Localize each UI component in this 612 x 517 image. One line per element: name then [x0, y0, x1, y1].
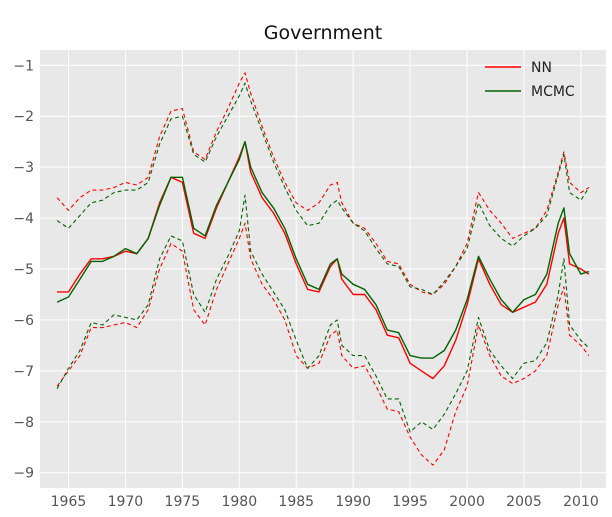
chart-title: Government	[264, 22, 383, 44]
legend-label-mcmc: MCMC	[531, 84, 575, 100]
y-tick-label--8: −8	[13, 415, 34, 431]
y-tick-label--7: −7	[13, 364, 34, 380]
tick-labels: 1965 1970 1975 1980 1985 1990 1995 2000 2005 2010…	[13, 58, 598, 510]
x-tick-label-1975: 1975	[165, 494, 201, 510]
x-tick-label-2000: 2000	[449, 494, 485, 510]
y-tick-label--2: −2	[13, 109, 34, 125]
x-tick-label-1970: 1970	[108, 494, 144, 510]
x-tick-label-2010: 2010	[563, 494, 599, 510]
series-mcmc-mean	[56, 140, 590, 359]
series-lines	[56, 72, 590, 466]
x-tick-label-1985: 1985	[278, 494, 314, 510]
series-mcmc-lower	[56, 194, 590, 433]
legend: NN MCMC	[485, 60, 575, 100]
x-tick-label-1995: 1995	[392, 494, 428, 510]
y-tick-label--5: −5	[13, 262, 34, 278]
series-nn-upper	[56, 72, 590, 296]
y-tick-label--1: −1	[13, 58, 34, 74]
x-tick-label-1965: 1965	[51, 494, 87, 510]
y-tick-label--3: −3	[13, 160, 34, 176]
x-tick-label-1990: 1990	[335, 494, 371, 510]
y-tick-label--6: −6	[13, 313, 34, 329]
legend-label-nn: NN	[531, 60, 552, 76]
y-tick-label--9: −9	[13, 466, 34, 482]
x-tick-label-1980: 1980	[221, 494, 257, 510]
series-nn-lower	[56, 222, 590, 466]
y-tick-label--4: −4	[13, 211, 34, 227]
series-mcmc-upper	[56, 82, 590, 296]
x-tick-label-2005: 2005	[506, 494, 542, 510]
